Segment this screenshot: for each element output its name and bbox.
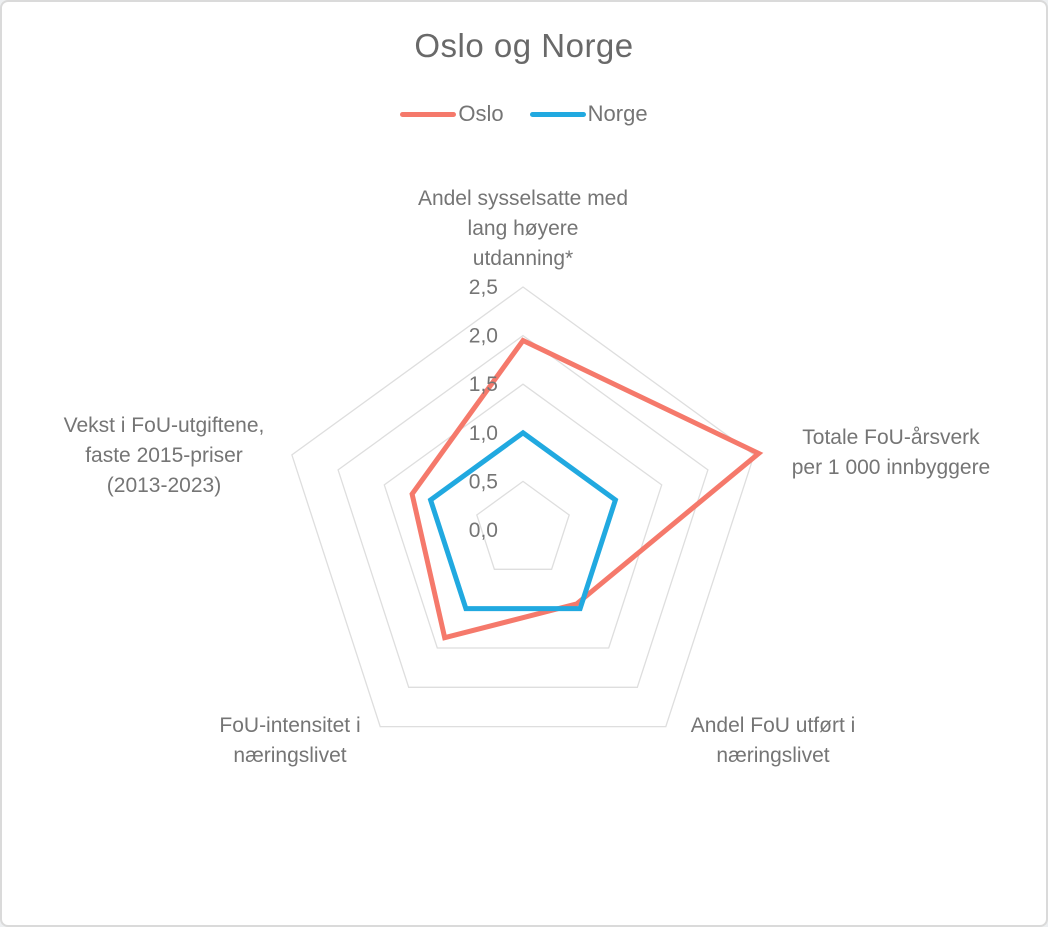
grid-ring-2 [337, 334, 709, 688]
series-polygon-oslo [409, 337, 764, 641]
axis-label-4: Vekst i FoU-utgiftene, faste 2015-priser(… [64, 414, 265, 497]
grid-ring-0.5 [476, 480, 570, 570]
series-polygon-norge [427, 429, 619, 612]
radial-tick-1,0: 1,0 [469, 422, 498, 445]
radial-tick-0,0: 0,0 [469, 519, 498, 542]
oslo-series-swatch [400, 111, 457, 117]
axis-label-1: Totale FoU-årsverk per 1 000 innbyggere [792, 426, 991, 479]
radial-tick-2,0: 2,0 [469, 325, 498, 348]
axis-label-3: FoU-intensitet i næringslivet [219, 714, 360, 767]
axis-label-0: Andel sysselsatte med lang høyere utdannin… [418, 187, 628, 270]
radial-tick-2,5: 2,5 [469, 276, 498, 299]
grid-ring-2.5 [291, 286, 755, 728]
radial-tick-1,5: 1,5 [469, 373, 498, 396]
legend: Oslo Norge [2, 101, 1046, 127]
legend-item-oslo[interactable]: Oslo [400, 101, 504, 127]
legend-item-norge[interactable]: Norge [529, 101, 648, 127]
norge-series-swatch [529, 111, 586, 117]
radial-tick-0,5: 0,5 [469, 470, 498, 493]
legend-label-oslo: Oslo [458, 101, 504, 126]
grid-ring-1.5 [383, 383, 663, 649]
axis-label-2: Andel FoU utført i næringslivet [691, 714, 856, 767]
chart-title: Oslo og Norge [414, 27, 634, 64]
legend-label-norge: Norge [587, 101, 648, 126]
